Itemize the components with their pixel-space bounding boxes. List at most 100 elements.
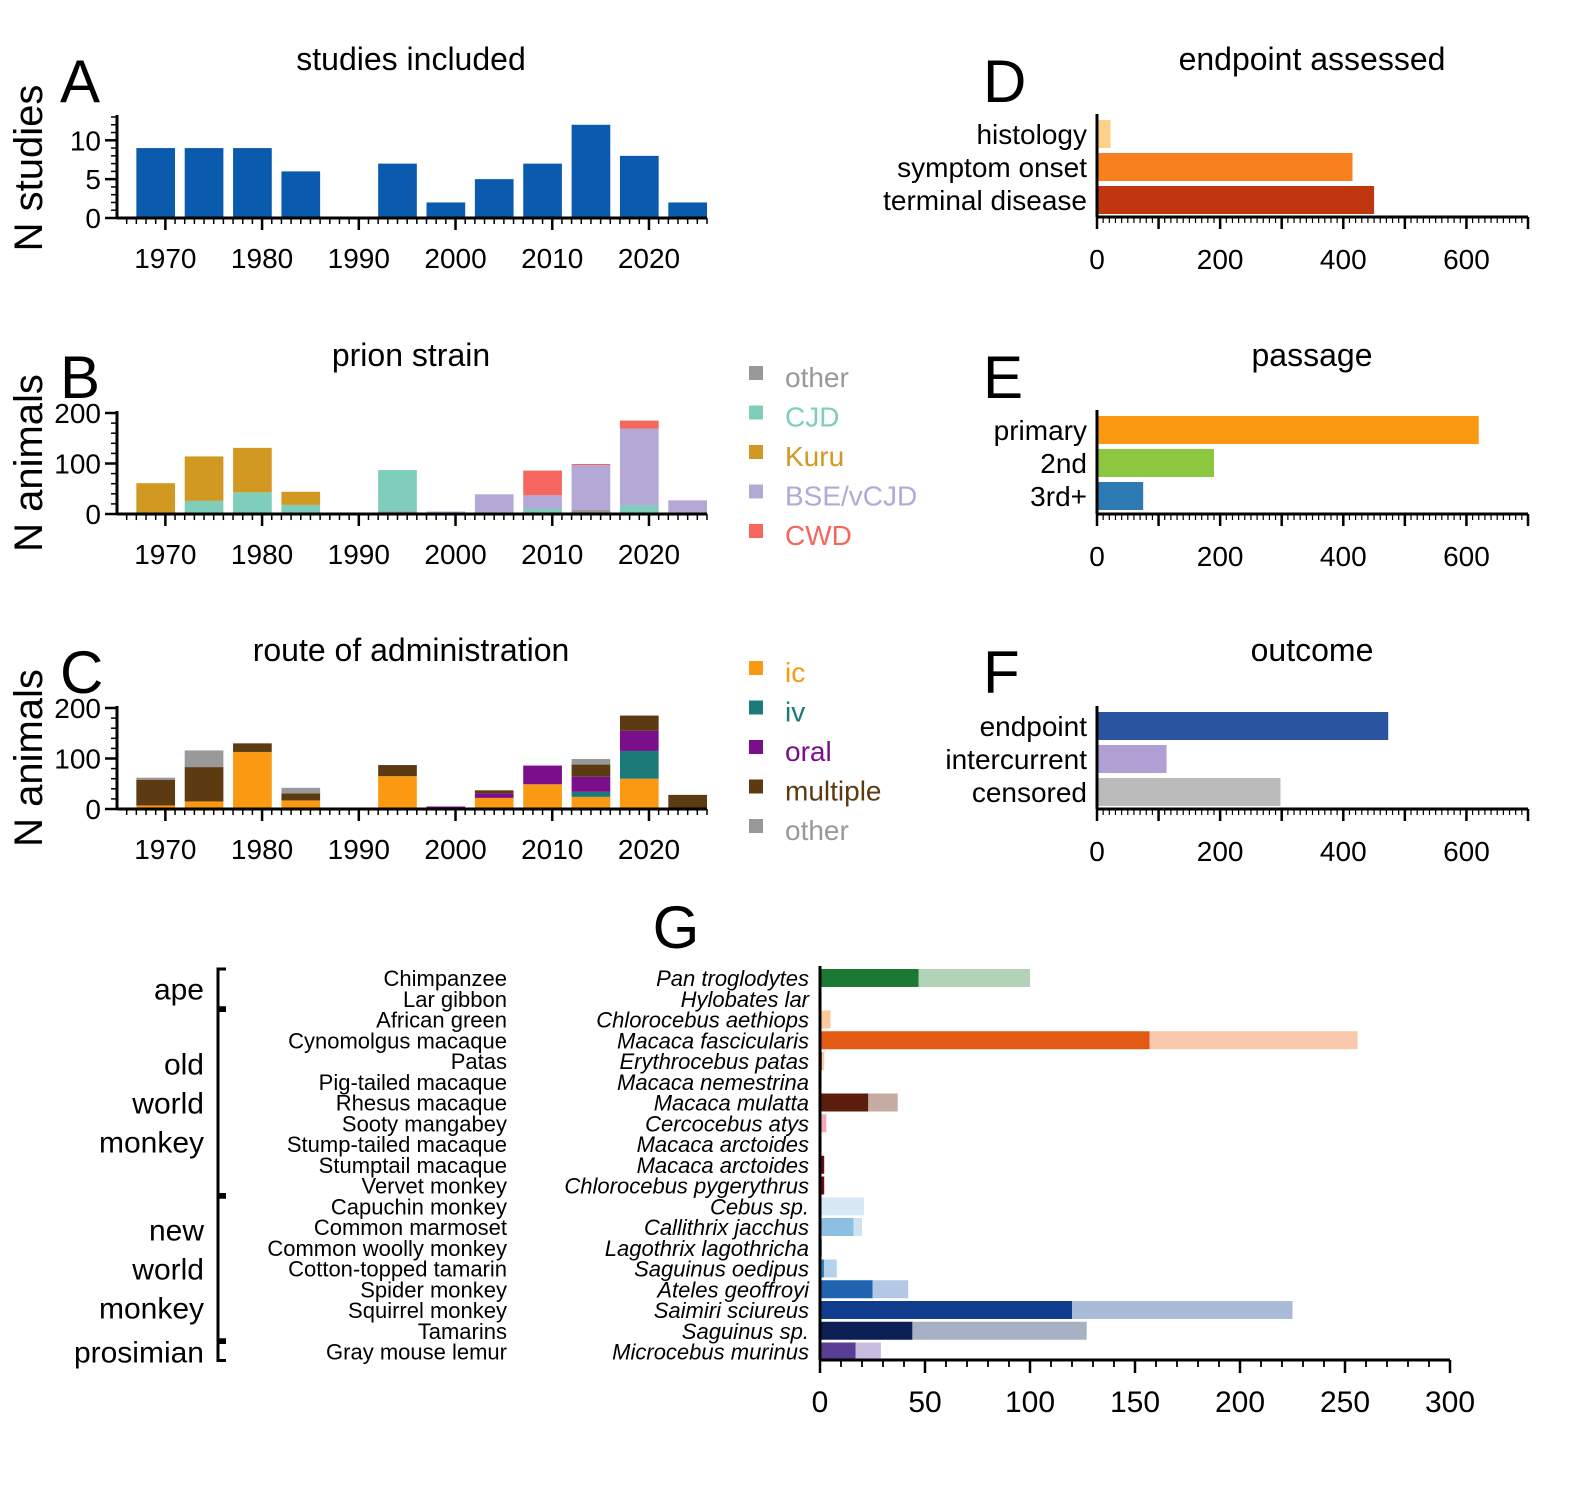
x-tick-label: 200 (1197, 244, 1244, 275)
species-latin-name: Cercocebus atys (645, 1111, 809, 1136)
bar-segment (378, 470, 417, 512)
bar-segment (378, 765, 417, 777)
species-latin-name: Saguinus oedipus (634, 1257, 809, 1282)
legend-swatch (749, 484, 763, 499)
bar-segment (571, 464, 611, 466)
bar-segment (184, 500, 224, 514)
x-tick-label: 1990 (328, 243, 390, 274)
bar (1097, 778, 1281, 806)
bar-segment (822, 1052, 825, 1070)
bar-segment (233, 492, 272, 514)
bar-segment (571, 509, 611, 514)
species-common-name: Common woolly monkey (267, 1236, 507, 1261)
bar-segment (820, 1010, 831, 1029)
x-tick-label: 1970 (134, 834, 196, 865)
bar-segment (571, 759, 611, 765)
bar-segment (281, 787, 321, 794)
x-tick-label: 600 (1443, 836, 1490, 867)
bar-segment (474, 494, 514, 513)
species-common-name: Common marmoset (314, 1215, 507, 1240)
category-label: endpoint (980, 711, 1088, 742)
panel-title: studies included (296, 41, 525, 77)
panel-letter: G (653, 894, 700, 961)
species-latin-name: Chlorocebus aethiops (596, 1008, 809, 1033)
bar-segment (1072, 1301, 1293, 1319)
bar (1097, 449, 1214, 477)
bar (668, 202, 707, 218)
bar-segment (136, 777, 176, 780)
bar (1097, 745, 1167, 773)
group-label: monkey (99, 1293, 204, 1326)
group-label: ape (154, 973, 204, 1006)
species-latin-name: Microcebus murinus (612, 1340, 809, 1365)
bar-segment (619, 428, 659, 506)
bar-segment (233, 447, 272, 493)
bar-segment (619, 778, 659, 809)
species-common-name: Stump-tailed macaque (287, 1132, 507, 1157)
group-label: prosimian (74, 1337, 204, 1370)
bar-segment (523, 765, 562, 785)
bar (426, 202, 466, 218)
legend-label: iv (785, 697, 805, 728)
species-common-name: Spider monkey (360, 1277, 507, 1302)
legend-label: CWD (785, 520, 852, 551)
category-label: terminal disease (883, 185, 1087, 216)
bar-segment (136, 483, 176, 514)
species-latin-name: Pan troglodytes (656, 966, 809, 991)
x-tick-label: 1980 (231, 834, 293, 865)
y-tick-label: 100 (54, 744, 101, 775)
bar-segment (378, 776, 417, 809)
category-label: primary (994, 415, 1087, 446)
x-tick-label: 2000 (424, 539, 486, 570)
group-label: new (149, 1215, 204, 1248)
x-tick-label: 200 (1197, 836, 1244, 867)
species-latin-name: Saguinus sp. (682, 1319, 809, 1344)
y-axis-label: N animals (7, 669, 51, 847)
bar-segment (474, 797, 514, 809)
bar (233, 148, 272, 218)
bar-segment (184, 767, 224, 802)
x-tick-label: 600 (1443, 541, 1490, 572)
y-tick-label: 100 (54, 449, 101, 480)
bar-segment (571, 791, 611, 797)
bar (184, 148, 224, 218)
species-latin-name: Macaca mulatta (654, 1091, 809, 1116)
x-tick-label: 2000 (424, 243, 486, 274)
bar-segment (872, 1280, 909, 1299)
x-tick-label: 50 (908, 1386, 941, 1419)
species-common-name: Cotton-topped tamarin (288, 1257, 507, 1282)
species-common-name: Gray mouse lemur (326, 1340, 507, 1365)
panel-title: passage (1252, 337, 1373, 373)
category-label: censored (972, 777, 1087, 808)
bar-segment (918, 969, 1030, 987)
legend-swatch (749, 661, 763, 675)
y-axis-label: N studies (7, 85, 51, 252)
bar (1097, 186, 1375, 214)
panel-letter: D (983, 48, 1026, 115)
legend-label: oral (785, 736, 832, 767)
x-tick-label: 100 (1005, 1386, 1055, 1419)
x-tick-label: 1980 (231, 243, 293, 274)
bar-segment (571, 776, 611, 792)
bar-segment (820, 1342, 856, 1361)
species-latin-name: Chlorocebus pygerythrus (564, 1174, 809, 1199)
x-tick-label: 2010 (521, 243, 583, 274)
y-tick-label: 0 (85, 499, 101, 530)
bar-segment (233, 751, 272, 809)
bar (1097, 482, 1144, 510)
bar-segment (868, 1093, 898, 1112)
x-tick-label: 0 (1089, 836, 1105, 867)
bar-segment (281, 504, 321, 513)
group-bracket (216, 1195, 226, 1342)
species-latin-name: Macaca fascicularis (617, 1028, 809, 1053)
x-tick-label: 2010 (521, 834, 583, 865)
panel-letter: E (983, 344, 1023, 411)
x-tick-label: 0 (812, 1386, 829, 1419)
x-tick-label: 150 (1110, 1386, 1160, 1419)
species-common-name: Pig-tailed macaque (319, 1070, 507, 1095)
x-tick-label: 1980 (231, 539, 293, 570)
legend-swatch (749, 740, 763, 754)
legend-swatch (749, 524, 763, 538)
species-latin-name: Erythrocebus patas (619, 1049, 809, 1074)
category-label: histology (976, 119, 1087, 150)
